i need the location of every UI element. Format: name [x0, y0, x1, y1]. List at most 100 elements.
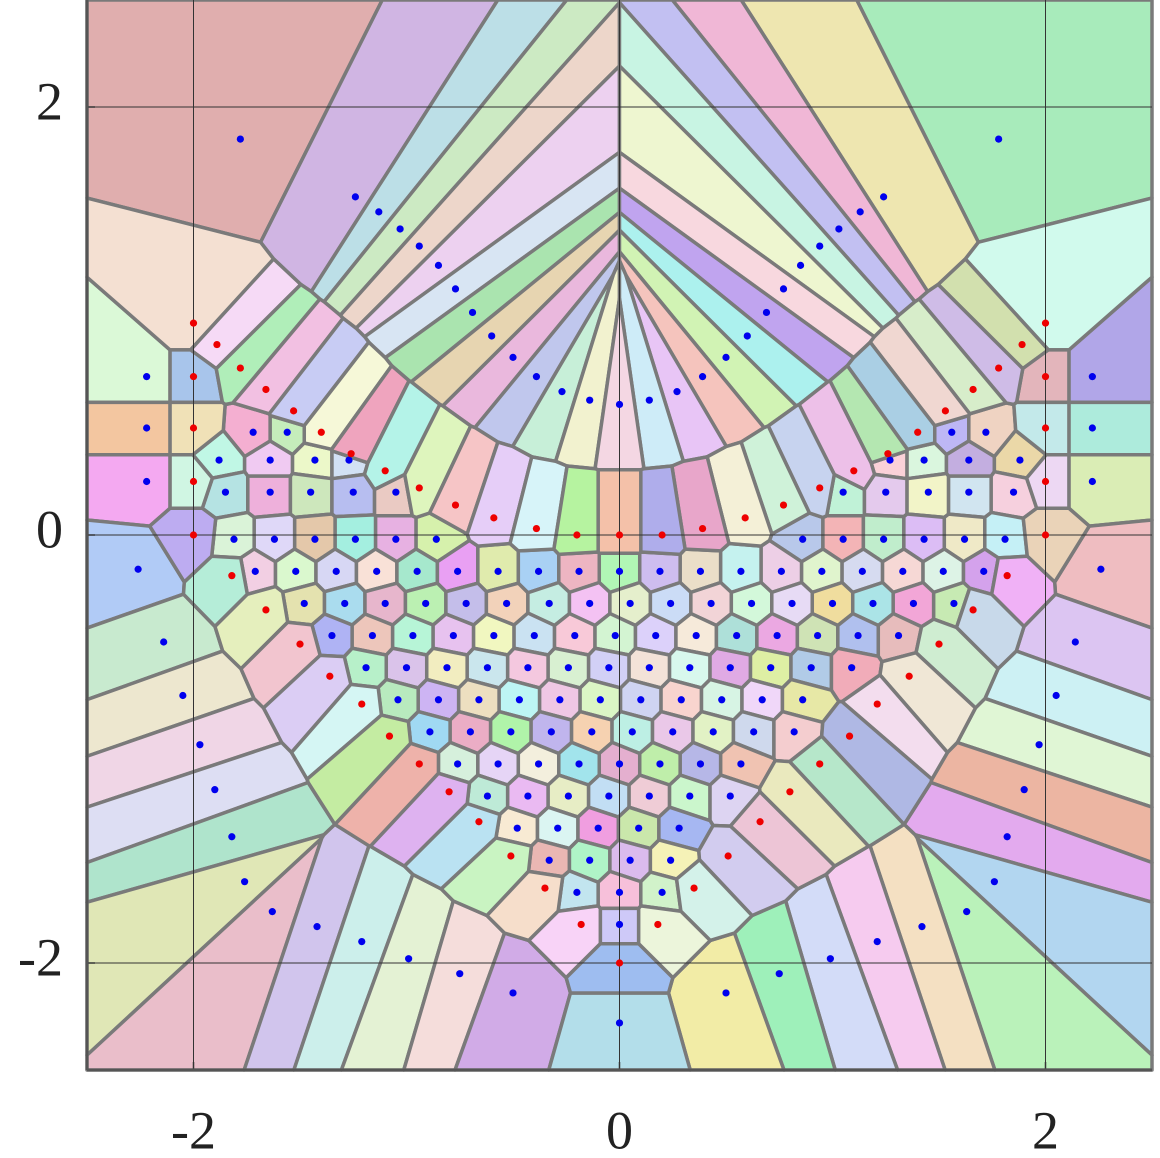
point	[873, 938, 881, 946]
point	[586, 856, 594, 864]
point	[415, 242, 423, 250]
point	[426, 728, 434, 736]
point	[588, 728, 596, 736]
point	[1041, 373, 1050, 381]
point	[434, 261, 443, 269]
point	[1001, 535, 1009, 543]
point	[775, 970, 783, 978]
point	[762, 308, 771, 317]
point	[545, 599, 553, 608]
point	[413, 567, 421, 575]
voronoi-cell	[246, 474, 293, 520]
point	[796, 261, 805, 269]
point	[189, 477, 198, 486]
point	[813, 631, 822, 640]
point	[628, 728, 636, 736]
point	[230, 535, 238, 543]
points	[134, 135, 1105, 1027]
point	[615, 567, 624, 575]
point	[826, 955, 834, 963]
point	[1088, 424, 1096, 432]
point	[575, 567, 583, 575]
point	[541, 884, 549, 892]
point	[743, 332, 751, 340]
point	[313, 923, 321, 931]
point	[445, 788, 453, 796]
point	[886, 456, 894, 464]
point	[462, 599, 470, 608]
point	[779, 285, 788, 293]
point	[726, 664, 734, 672]
point	[696, 760, 705, 768]
point	[381, 599, 389, 608]
point	[790, 728, 798, 736]
point	[828, 599, 837, 608]
point	[351, 535, 359, 543]
point	[1041, 531, 1050, 539]
point	[362, 664, 370, 672]
point	[1009, 488, 1018, 496]
point	[432, 535, 440, 543]
point	[532, 373, 541, 381]
point	[950, 599, 958, 608]
point	[658, 888, 666, 896]
point	[290, 407, 298, 415]
point	[503, 599, 511, 608]
point	[839, 488, 847, 496]
point	[698, 373, 707, 381]
point	[658, 531, 666, 539]
point	[375, 208, 383, 216]
point	[296, 640, 304, 648]
point	[799, 535, 807, 543]
point	[409, 631, 417, 640]
point	[656, 760, 664, 768]
point	[317, 428, 325, 436]
point	[850, 467, 858, 475]
point	[396, 225, 404, 233]
point	[134, 565, 142, 573]
point	[692, 631, 700, 640]
point	[468, 308, 477, 317]
point	[816, 484, 824, 492]
point	[554, 824, 562, 832]
point	[573, 531, 581, 539]
point	[189, 373, 198, 381]
point	[358, 938, 366, 946]
point	[615, 400, 624, 409]
point	[402, 664, 411, 672]
point	[405, 955, 413, 963]
voronoi-cell	[1067, 400, 1154, 457]
point	[816, 760, 824, 768]
point	[573, 888, 581, 896]
point	[345, 456, 353, 464]
point	[1097, 565, 1105, 573]
point	[873, 700, 881, 708]
point	[454, 567, 462, 575]
point	[652, 631, 660, 640]
point	[880, 193, 888, 201]
point	[558, 388, 566, 396]
point	[1035, 741, 1043, 749]
point	[848, 664, 856, 672]
point	[654, 920, 662, 929]
point	[534, 760, 543, 768]
point	[724, 852, 732, 860]
point	[449, 631, 457, 640]
y-tick-label: 2	[36, 71, 63, 131]
point	[556, 696, 564, 704]
point	[737, 760, 745, 768]
point	[773, 631, 781, 640]
point	[1020, 786, 1028, 794]
y-tick-label: -2	[18, 927, 63, 987]
point	[635, 824, 643, 832]
point	[189, 319, 198, 327]
point	[845, 732, 854, 740]
point	[615, 1019, 624, 1027]
point	[856, 208, 864, 216]
point	[143, 424, 151, 432]
point	[1041, 424, 1050, 432]
point	[326, 672, 334, 680]
point	[196, 741, 204, 749]
point	[545, 856, 553, 864]
point	[615, 959, 624, 967]
